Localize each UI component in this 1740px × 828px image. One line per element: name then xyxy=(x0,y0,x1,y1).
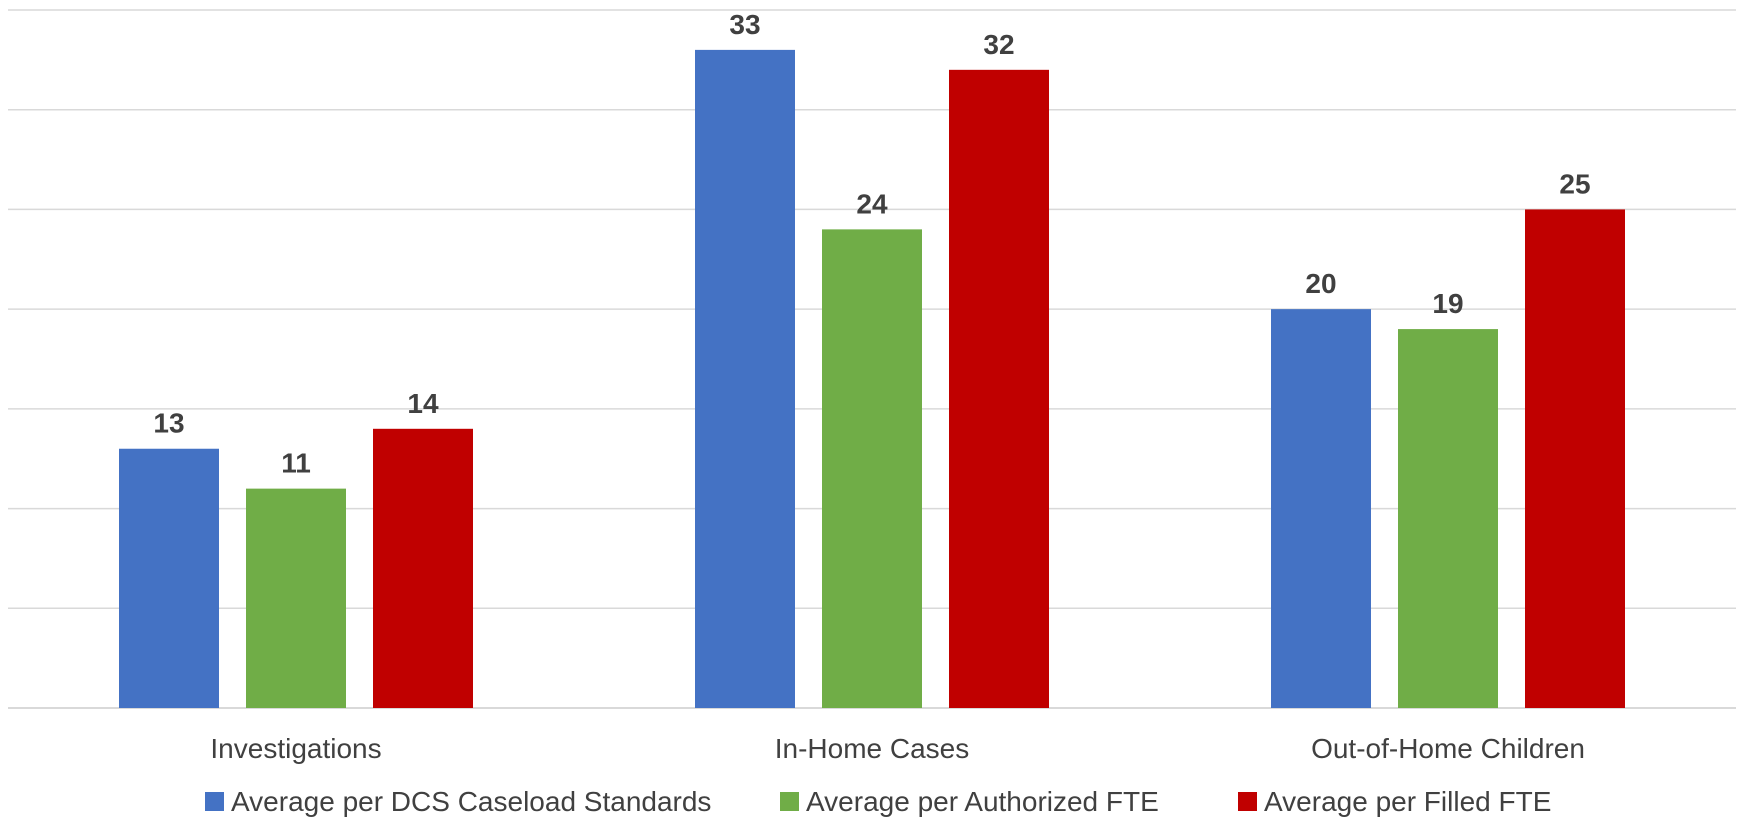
bar xyxy=(949,69,1049,709)
bar xyxy=(695,49,795,708)
data-label: 25 xyxy=(1559,168,1590,199)
bar xyxy=(119,448,219,708)
data-label: 19 xyxy=(1432,288,1463,319)
legend: Average per DCS Caseload Standards Averag… xyxy=(205,786,1551,817)
category-label: Investigations xyxy=(210,733,381,764)
data-label: 33 xyxy=(729,9,760,40)
legend-label: Average per Filled FTE xyxy=(1264,786,1551,817)
data-label: 20 xyxy=(1305,268,1336,299)
bar xyxy=(1398,329,1498,708)
data-label: 32 xyxy=(983,29,1014,60)
data-label: 13 xyxy=(153,408,184,439)
bar xyxy=(822,229,922,708)
category-label: In-Home Cases xyxy=(775,733,970,764)
category-axis-labels: Investigations In-Home Cases Out-of-Home C… xyxy=(210,733,1585,764)
legend-swatch xyxy=(205,792,224,811)
legend-label: Average per DCS Caseload Standards xyxy=(231,786,711,817)
legend-label: Average per Authorized FTE xyxy=(806,786,1159,817)
bar xyxy=(1271,309,1371,708)
bar xyxy=(246,488,346,708)
data-label: 11 xyxy=(281,448,311,479)
category-label: Out-of-Home Children xyxy=(1311,733,1585,764)
bars xyxy=(119,49,1625,709)
data-labels: 13 11 14 33 24 32 20 19 25 xyxy=(153,9,1590,479)
bar xyxy=(373,428,473,708)
data-label: 14 xyxy=(407,388,439,419)
bar xyxy=(1525,209,1625,708)
data-label: 24 xyxy=(856,188,888,219)
legend-swatch xyxy=(1238,792,1257,811)
legend-swatch xyxy=(780,792,799,811)
